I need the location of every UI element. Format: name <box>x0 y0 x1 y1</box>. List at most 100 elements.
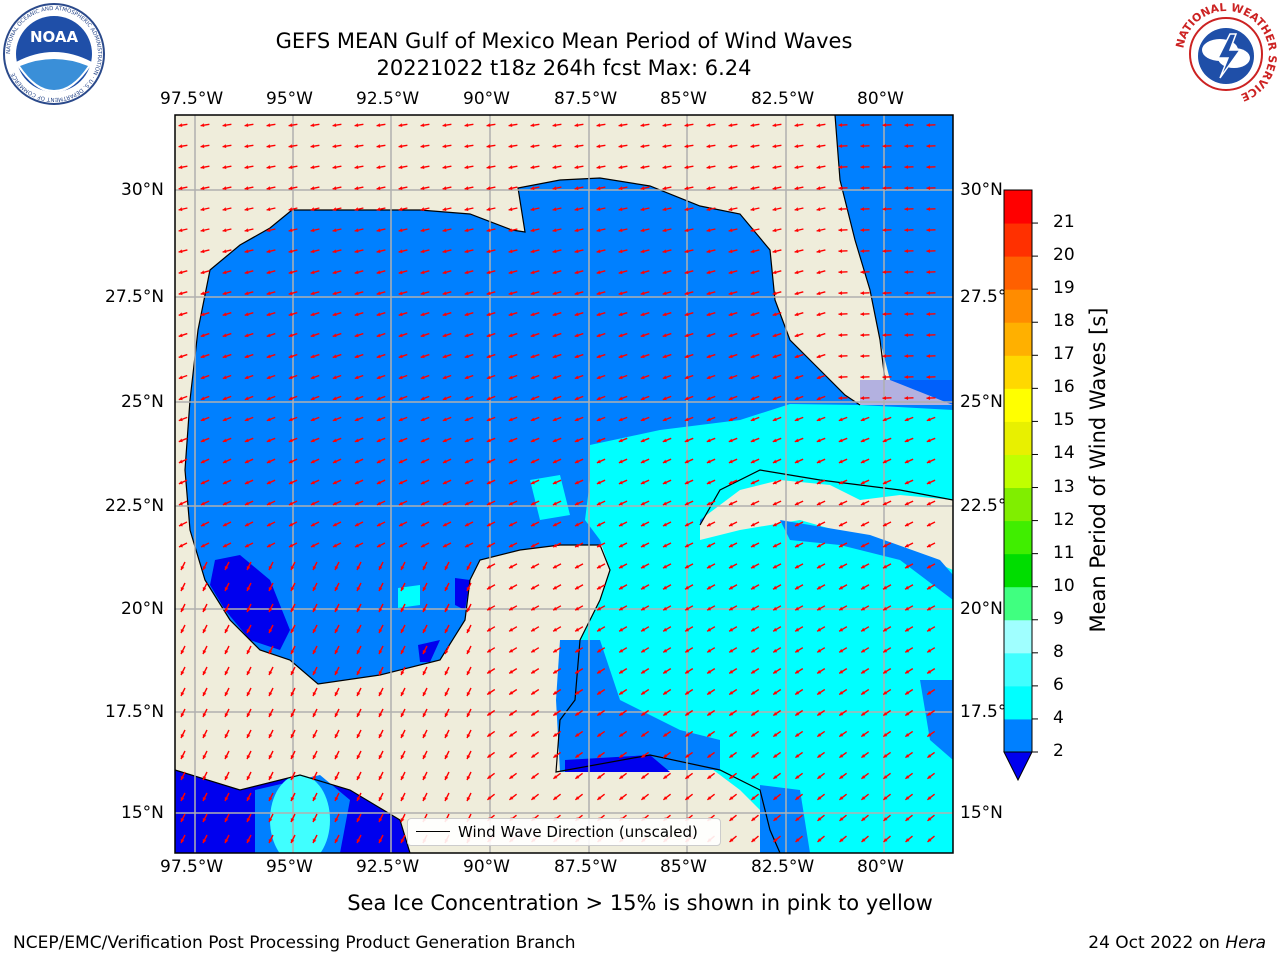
wind-arrow-head <box>684 459 689 464</box>
wind-arrow-head <box>883 733 888 737</box>
wind-arrow-head <box>178 333 183 338</box>
wind-arrow-head <box>376 459 381 464</box>
wind-arrow-head <box>531 606 536 611</box>
wind-arrow-head <box>706 501 711 506</box>
wind-arrow-head <box>420 270 425 275</box>
colorbar-tick-label: 15 <box>1053 410 1075 431</box>
footer-host: Hera <box>1225 933 1266 953</box>
wind-arrow-head <box>927 627 932 632</box>
wind-arrow-head <box>860 501 865 506</box>
wind-direction-arrows <box>178 123 936 844</box>
wind-arrow-head <box>794 438 799 443</box>
wind-arrow-head <box>772 480 777 485</box>
wind-arrow-head <box>750 354 755 359</box>
wind-arrow-head <box>640 417 645 422</box>
wind-arrow-head <box>466 713 471 717</box>
wind-arrow-head <box>706 438 711 443</box>
wind-arrow-head <box>398 291 403 296</box>
wind-arrow-head <box>356 566 361 570</box>
wind-arrow-head <box>552 459 557 464</box>
wind-arrow-head <box>684 375 689 380</box>
wind-arrow-head <box>795 522 799 527</box>
wind-arrow-head <box>333 543 337 548</box>
wind-arrow-head <box>354 165 359 170</box>
wind-arrow-head <box>464 186 469 191</box>
wind-arrow-head <box>442 249 447 254</box>
wind-arrow-head <box>750 312 755 317</box>
wind-arrow-head <box>312 797 317 801</box>
wind-arrow-head <box>312 818 317 822</box>
wind-arrow-head <box>442 417 447 422</box>
wind-arrow-head <box>354 396 359 401</box>
wind-arrow-head <box>244 123 249 127</box>
wind-arrow-head <box>575 648 580 653</box>
wind-arrow-head <box>266 417 271 422</box>
wind-arrow-head <box>729 564 733 569</box>
wind-arrow-head <box>268 797 273 801</box>
wind-arrow-head <box>244 165 249 170</box>
wind-arrow-head <box>200 333 205 338</box>
wind-arrow-head <box>420 417 425 422</box>
wind-arrow-head <box>376 123 381 127</box>
wind-arrow-head <box>464 144 469 149</box>
wind-arrow-head <box>486 144 491 149</box>
wind-arrow-head <box>354 312 359 317</box>
wind-arrow-head <box>575 754 580 758</box>
wind-arrow-head <box>641 648 646 653</box>
wind-arrow-head <box>290 587 295 591</box>
wind-arrow-head <box>310 396 315 401</box>
wind-arrow-head <box>926 438 931 443</box>
wind-arrow-head <box>222 480 227 485</box>
wind-arrow-head <box>905 669 910 674</box>
wind-arrow-head <box>288 186 293 191</box>
wind-arrow-head <box>926 228 931 232</box>
wind-arrow-head <box>334 671 339 675</box>
wind-arrow-head <box>178 249 183 254</box>
colorbar-tick-label: 6 <box>1053 674 1064 695</box>
wind-arrow-head <box>882 333 887 337</box>
wind-arrow-head <box>618 186 623 191</box>
wind-arrow-head <box>640 186 645 191</box>
wind-arrow-head <box>707 712 712 716</box>
wind-arrow-head <box>574 459 579 464</box>
wind-arrow-head <box>839 838 844 842</box>
wind-arrow-head <box>246 776 251 780</box>
wind-arrow-head <box>596 396 601 401</box>
wind-arrow-head <box>860 165 865 169</box>
wind-arrow-head <box>597 585 601 590</box>
wind-arrow-head <box>663 627 668 632</box>
x-tick-top: 87.5°W <box>554 89 618 109</box>
wind-arrow-head <box>179 543 183 548</box>
wind-arrow-head <box>905 627 910 632</box>
wind-arrow-head <box>817 669 822 674</box>
wind-arrow-head <box>222 186 227 191</box>
wind-arrow-head <box>794 207 799 212</box>
wind-arrow-head <box>905 585 909 590</box>
wind-arrow-head <box>751 543 755 548</box>
colorbar-tick-label: 20 <box>1053 245 1075 266</box>
wind-arrow-head <box>728 501 733 506</box>
wind-arrow-head <box>905 838 910 842</box>
wind-arrow-head <box>420 312 425 317</box>
wind-arrow-head <box>266 291 271 296</box>
wind-arrow-head <box>860 144 865 148</box>
wind-arrow-head <box>640 291 645 296</box>
wind-arrow-head <box>486 438 491 443</box>
wind-arrow-head <box>531 712 536 716</box>
wind-arrow-head <box>180 692 185 696</box>
wind-arrow-head <box>596 144 601 149</box>
wind-arrow-head <box>597 522 601 527</box>
wind-arrow-head <box>202 818 207 822</box>
wind-arrow-head <box>618 312 623 317</box>
wind-arrow-head <box>398 207 403 212</box>
wind-arrow-head <box>684 207 689 212</box>
wind-arrow-head <box>245 522 249 527</box>
wind-arrow-head <box>356 755 361 759</box>
wind-arrow-head <box>398 333 403 338</box>
wind-arrow-head <box>861 817 866 821</box>
wind-arrow-head <box>266 165 271 170</box>
wind-arrow-head <box>400 692 405 696</box>
wind-arrow-head <box>685 606 690 611</box>
wind-arrow-head <box>575 585 579 590</box>
wind-arrow-head <box>860 207 865 211</box>
